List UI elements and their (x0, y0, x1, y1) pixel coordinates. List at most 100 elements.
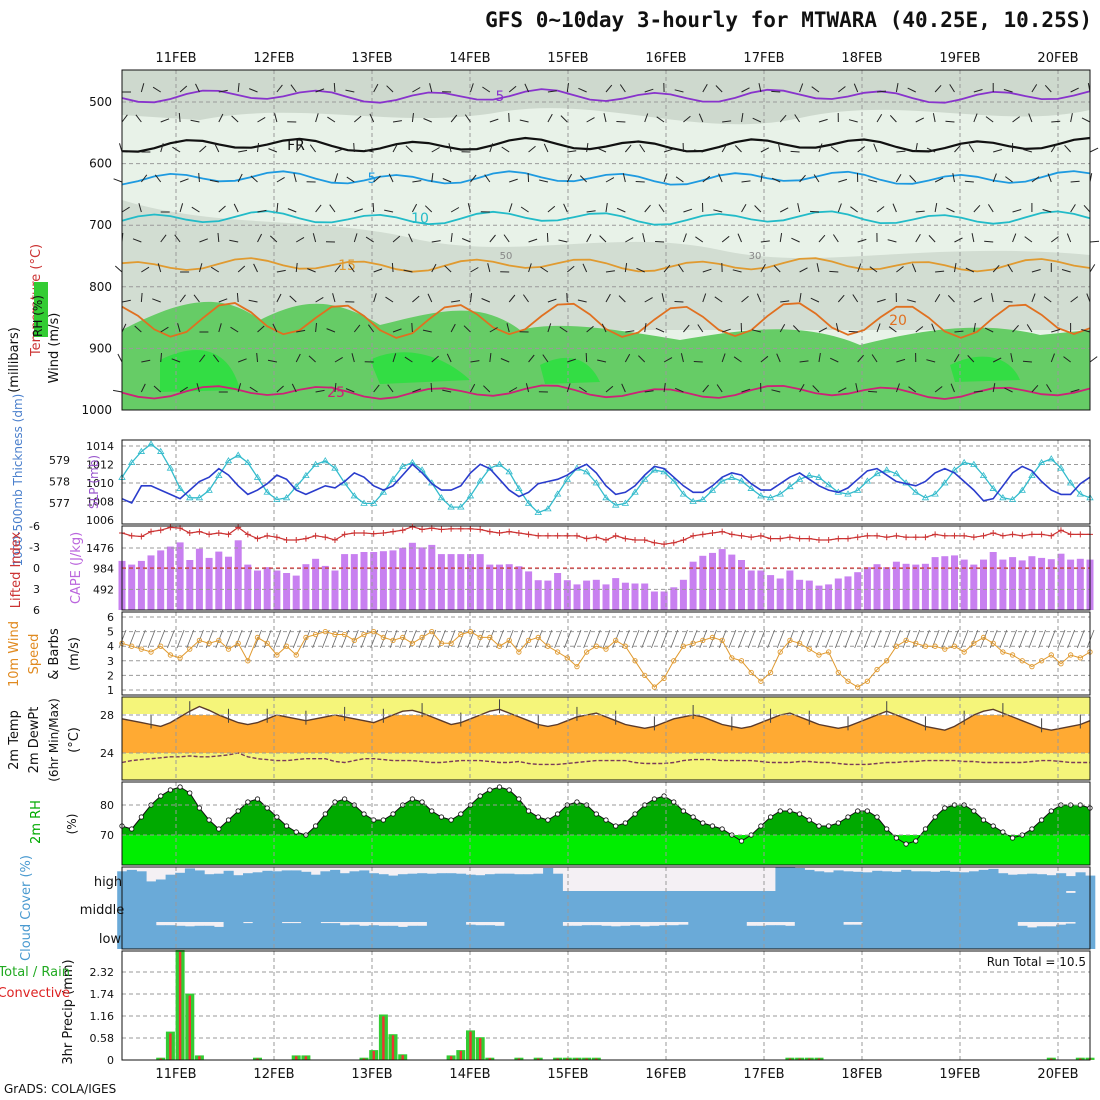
cloud-bar-middle (940, 891, 951, 922)
rh2m-point (458, 811, 464, 817)
rh2m-point (864, 808, 870, 814)
cloud-bar-high (949, 871, 960, 891)
cloud-bar-middle (678, 891, 689, 922)
li-point (438, 526, 445, 533)
upper-wind-barb (403, 269, 413, 273)
cape-bar (602, 584, 610, 610)
cape-bar (854, 572, 862, 610)
temp-ylabel-4: (°C) (67, 727, 82, 753)
cloud-bar-middle (785, 891, 796, 922)
cape-bar (515, 566, 523, 610)
cloud-bar-high (146, 881, 157, 891)
rh2m-point (913, 838, 919, 844)
upper-wind-barb (196, 383, 200, 393)
cloud-bar-low (417, 925, 428, 949)
wind-speed-point (1048, 652, 1054, 658)
wind-speed-point (167, 652, 174, 658)
cape-bar (776, 578, 784, 610)
li-point (554, 532, 561, 539)
rh-band-middle (122, 200, 1090, 330)
slp-point (611, 501, 620, 508)
upper-wind-barb (818, 327, 828, 333)
upper-wind-barb (968, 144, 975, 153)
upper-wind-barb (693, 149, 703, 153)
cloud-bar-low (639, 926, 650, 949)
upper-wind-barb (547, 323, 552, 333)
cloud-bar-low (310, 922, 321, 949)
precip-conv-bar (169, 1033, 172, 1060)
wind-speed-point (603, 646, 609, 652)
cloud-bar-middle (543, 891, 554, 922)
surface-wind-barb (399, 629, 408, 649)
cape-tick-492: 492 (93, 583, 114, 596)
chart-title: GFS 0~10day 3-hourly for MTWARA (40.25E,… (485, 8, 1092, 32)
upper-wind-barb (384, 209, 394, 213)
upper-wind-barb (895, 83, 899, 93)
rh2m-point (371, 817, 377, 823)
cloud-bar-middle (504, 891, 515, 922)
cloud-bar-low (485, 925, 496, 949)
li-point (244, 531, 251, 538)
cloud-bar-middle (533, 891, 544, 922)
slp-point (708, 486, 717, 493)
cloud-bar-low (920, 922, 931, 949)
upper-wind-barb (566, 173, 573, 183)
upper-wind-barb (236, 292, 239, 303)
upper-wind-barb (134, 325, 142, 333)
upper-wind-barb (289, 295, 297, 303)
slp-point (369, 499, 378, 506)
upper-wind-barb (811, 86, 820, 93)
cloud-bar-low (668, 925, 679, 949)
li-point (874, 532, 881, 539)
precip-conv-bar (304, 1056, 308, 1060)
li-point (680, 537, 687, 543)
upper-wind-barb (567, 150, 577, 153)
cape-bar (892, 561, 900, 610)
cloud-bar-high (262, 870, 273, 891)
rh2m-point (651, 796, 658, 802)
upper-wind-barb (876, 323, 881, 333)
upper-wind-barb (566, 83, 569, 93)
bottom-xtick-19FEB: 19FEB (939, 1067, 980, 1082)
rh2m-ylabel-1: 2m RH (29, 800, 44, 844)
upper-wind-barb (716, 384, 723, 393)
upper-wind-barb (964, 180, 974, 183)
cloud-bar-high (214, 873, 225, 891)
upper-wind-barb (1081, 117, 1091, 123)
upper-wind-barb (680, 353, 684, 363)
slp-point (883, 466, 891, 473)
upper-wind-barb (1070, 180, 1080, 183)
upper-wind-barb (539, 179, 549, 183)
cloud-bar-high (223, 870, 234, 891)
upper-wind-barb (625, 237, 634, 243)
li-point (912, 534, 919, 541)
surface-wind-barb (554, 629, 562, 649)
cloud-bar-middle (436, 891, 447, 922)
upper-wind-barb (290, 84, 297, 93)
precip-conv-bar (566, 1058, 569, 1060)
cloud-bar-low (572, 925, 583, 949)
cloud-bar-low (775, 925, 786, 949)
slp-point (292, 482, 300, 490)
cloud-bar-high (136, 871, 147, 891)
rh2m-point (487, 787, 493, 793)
cloud-label-middle: middle (80, 903, 124, 918)
precip-conv-bar (372, 1050, 375, 1060)
cloud-bar-middle (581, 891, 592, 922)
upper-wind-barb (423, 118, 432, 123)
upper-wind-barb (508, 112, 510, 123)
upper-wind-barb (268, 148, 278, 153)
surface-wind-barb (292, 629, 301, 649)
upper-wind-barb (715, 85, 723, 93)
upper-wind-barb (985, 116, 994, 123)
upper-wind-barb (160, 326, 169, 333)
upper-wind-barb (794, 114, 801, 123)
surface-wind-barb (196, 629, 204, 649)
upper-wind-barb (237, 358, 247, 363)
cloud-bar-low (852, 924, 863, 949)
cloud-bar-middle (910, 891, 921, 922)
cape-bar (283, 573, 291, 610)
upper-wind-barb (622, 173, 626, 183)
slp-point (224, 457, 233, 464)
upper-wind-barb (896, 358, 906, 363)
